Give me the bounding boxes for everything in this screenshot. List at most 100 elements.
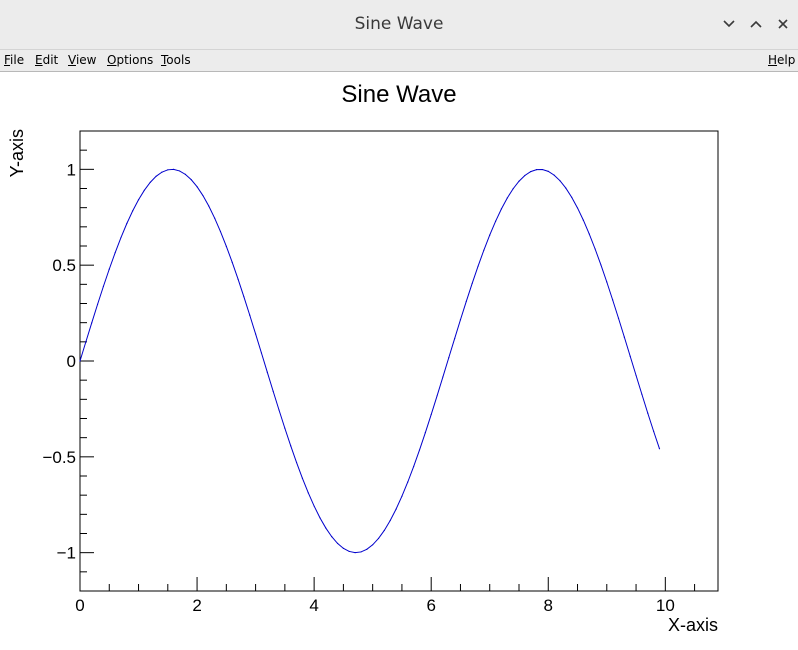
x-tick-label: 8 xyxy=(544,596,553,615)
sine-series-points xyxy=(79,168,661,554)
data-point xyxy=(114,252,116,254)
menu-bar: File Edit View Options Tools Help xyxy=(0,50,798,72)
data-point xyxy=(565,187,567,189)
menu-help[interactable]: Help xyxy=(768,53,795,67)
data-point xyxy=(295,461,298,464)
data-point xyxy=(635,374,637,377)
menu-tools-mnemonic: T xyxy=(161,53,167,67)
data-point xyxy=(260,352,263,354)
data-point xyxy=(366,548,368,550)
y-axis-ticks xyxy=(80,130,94,592)
data-point xyxy=(219,230,222,233)
menu-view-label: iew xyxy=(75,53,97,67)
menu-file-label: ile xyxy=(10,53,25,67)
data-point xyxy=(272,390,274,392)
data-point xyxy=(629,355,631,357)
data-point xyxy=(506,197,508,199)
data-point xyxy=(96,303,99,305)
maximize-button[interactable] xyxy=(747,14,765,34)
close-button[interactable] xyxy=(774,14,792,34)
menu-file[interactable]: File xyxy=(4,53,24,67)
data-point xyxy=(284,427,286,429)
data-point xyxy=(494,220,497,222)
data-point xyxy=(377,537,380,540)
data-point xyxy=(465,300,467,302)
data-point xyxy=(360,551,362,553)
x-axis-tick-labels: 0 2 4 6 8 10 xyxy=(75,596,675,615)
close-icon xyxy=(778,19,788,29)
data-point xyxy=(600,264,602,266)
data-point xyxy=(459,319,462,321)
data-point xyxy=(524,174,526,177)
x-tick-label: 4 xyxy=(309,596,318,615)
data-point xyxy=(301,477,304,479)
data-point xyxy=(594,248,596,250)
data-point xyxy=(389,519,391,522)
data-point xyxy=(500,208,503,210)
data-point xyxy=(331,536,333,538)
menu-options-mnemonic: O xyxy=(107,53,117,67)
data-point xyxy=(149,181,151,183)
chart-title: Sine Wave xyxy=(341,81,456,108)
chevron-up-icon xyxy=(750,20,762,28)
sine-wave-chart: Sine Wave 0 2 4 6 8 10 −1 −0.5 0 0.5 1 X-axis Y-a… xyxy=(7,81,719,635)
data-point xyxy=(641,393,643,396)
menu-view-mnemonic: V xyxy=(68,53,76,67)
menu-options[interactable]: Options xyxy=(107,53,153,67)
data-point xyxy=(436,395,438,397)
data-point xyxy=(325,527,327,529)
data-point xyxy=(202,194,204,197)
data-point xyxy=(126,222,128,225)
data-point xyxy=(658,448,661,450)
menu-file-mnemonic: F xyxy=(4,53,11,67)
data-point xyxy=(132,210,134,212)
data-point xyxy=(120,236,122,239)
data-point xyxy=(278,409,280,411)
data-point xyxy=(582,219,584,221)
data-point xyxy=(161,171,163,173)
data-point xyxy=(418,449,421,451)
menu-help-mnemonic: H xyxy=(768,53,778,67)
data-point xyxy=(79,360,81,362)
data-point xyxy=(612,299,614,301)
x-tick-label: 2 xyxy=(192,596,201,615)
data-point xyxy=(407,481,409,483)
x-tick-label: 6 xyxy=(426,596,435,615)
chevron-down-icon xyxy=(723,20,735,28)
menu-edit[interactable]: Edit xyxy=(35,53,58,67)
data-point xyxy=(541,168,544,171)
y-tick-label: 0.5 xyxy=(52,256,76,275)
plot-canvas[interactable]: Sine Wave 0 2 4 6 8 10 −1 −0.5 0 0.5 1 X-axis Y-a… xyxy=(0,72,798,650)
minimize-button[interactable] xyxy=(720,14,738,34)
data-point xyxy=(155,175,157,177)
data-point xyxy=(208,205,210,207)
data-point xyxy=(336,542,339,544)
data-point xyxy=(623,336,625,338)
data-point xyxy=(653,430,655,432)
data-point xyxy=(231,261,233,263)
data-point xyxy=(137,199,140,201)
data-point xyxy=(530,170,532,173)
data-point xyxy=(190,179,192,181)
data-point xyxy=(307,492,309,494)
title-bar[interactable]: Sine Wave xyxy=(0,0,798,50)
data-point xyxy=(372,544,374,546)
y-axis-tick-labels: −1 −0.5 0 0.5 1 xyxy=(42,160,76,562)
data-point xyxy=(571,196,573,198)
menu-tools[interactable]: Tools xyxy=(161,53,191,67)
data-point xyxy=(313,505,315,507)
data-point xyxy=(342,547,344,549)
data-point xyxy=(617,317,620,319)
data-point xyxy=(401,495,403,497)
data-point xyxy=(430,413,432,416)
window-title: Sine Wave xyxy=(354,14,444,34)
data-point xyxy=(413,465,415,468)
data-point xyxy=(454,338,456,340)
data-point xyxy=(559,180,561,182)
data-point xyxy=(576,207,579,209)
data-point xyxy=(108,268,110,270)
data-point xyxy=(383,529,385,531)
data-point xyxy=(290,445,292,447)
menu-view[interactable]: View xyxy=(68,53,96,67)
